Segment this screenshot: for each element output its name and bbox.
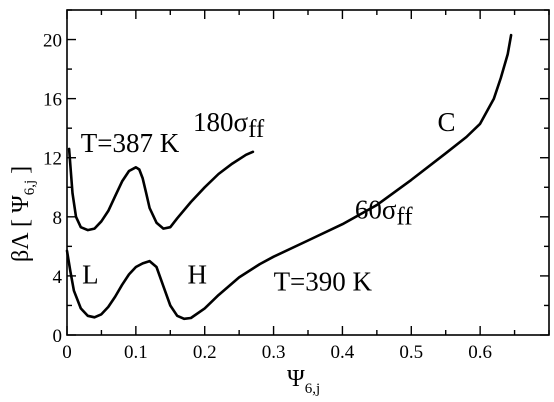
annotation-main: T=387 K [81,128,180,158]
series-line-1 [67,147,255,232]
y-axis-title-main: βΛ [ Ψ [8,195,34,262]
y-axis-title: βΛ [ Ψ6,j ] [8,166,38,262]
curves [65,33,513,321]
y-tick-label: 4 [53,267,63,288]
annotation-main: 180σ [193,107,249,137]
y-tick-label: 16 [43,90,62,111]
x-axis-title: Ψ6,j [287,366,320,397]
annotation-4: 60σff [355,194,413,230]
annotation-main: L [82,259,99,289]
x-axis-title-sub: 6,j [305,381,320,397]
tick-labels: 0 0.1 0.2 0.3 0.4 0.5 0.6 0 4 8 12 16 20 [43,31,492,363]
tick-marks [66,9,550,336]
x-tick-label: 0.6 [468,342,492,363]
annotation-sub: ff [248,116,265,143]
x-tick-label: 0.2 [193,342,217,363]
annotation-main: T=390 K [274,267,373,297]
y-tick-label: 0 [53,326,63,347]
annotation-main: 60σ [355,194,397,224]
annotation-1: T=387 K [81,128,180,158]
y-tick-label: 20 [43,31,62,52]
annotation-5: L [82,259,99,289]
x-tick-label: 0.4 [331,342,355,363]
annotation-3: C [437,107,455,137]
x-axis-title-main: Ψ [287,366,305,392]
series-line-2 [65,33,513,321]
y-tick-label: 8 [53,208,63,229]
annotation-2: 180σff [193,107,265,143]
x-tick-label: 0.5 [399,342,423,363]
annotation-7: T=390 K [274,267,373,297]
x-tick-label: 0.3 [262,342,286,363]
y-tick-label: 12 [43,149,62,170]
x-tick-label: 0 [62,342,72,363]
y-axis-title-close: ] [8,166,34,180]
annotation-sub: ff [396,203,413,230]
annotation-main: C [437,107,455,137]
y-axis-title-sub: 6,j [22,180,38,195]
annotation-main: H [188,259,208,289]
x-tick-label: 0.1 [124,342,148,363]
annotation-6: H [188,259,208,289]
